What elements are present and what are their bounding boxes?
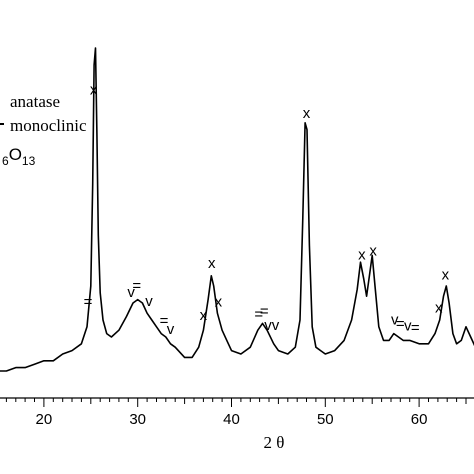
x-tick-label: 60 [411, 411, 428, 428]
x-axis: 20 30 40 50 60 [0, 397, 474, 428]
peak-marker: v [404, 317, 412, 334]
peak-marker: x [208, 255, 216, 272]
peak-marker: = [254, 306, 263, 323]
legend-entry-anatase: anatase [10, 92, 60, 111]
peak-marker: vv [264, 317, 280, 334]
peak-marker: v [167, 321, 175, 338]
legend-entry-formula: 6O13 [2, 145, 36, 168]
peak-marker: x [435, 300, 443, 317]
peak-marker: v [127, 284, 135, 301]
formula-subscript-13: 13 [22, 154, 36, 168]
peak-marker: x [215, 294, 223, 311]
legend-symbol-fragment [0, 123, 4, 125]
peak-marker: x [442, 266, 450, 283]
peak-marker: v [145, 293, 153, 310]
xrd-pattern-line-0 [0, 47, 474, 372]
x-axis-label: 2 θ [264, 433, 285, 452]
peak-marker: x [358, 247, 366, 264]
peak-marker: x [303, 105, 311, 122]
peak-marker: x [90, 82, 98, 99]
peak-marker: x [200, 307, 208, 324]
peak-marker: x [369, 243, 377, 260]
legend-entry-monoclinic: monoclinic [10, 116, 87, 135]
peak-marker: = [160, 313, 169, 330]
formula-oxygen: O [9, 145, 22, 164]
peak-marker: = [411, 319, 420, 336]
formula-subscript-6: 6 [2, 154, 9, 168]
peak-marker: v [391, 311, 399, 328]
x-tick-label: 50 [317, 411, 334, 428]
peak-marker: = [132, 277, 141, 294]
legend: anatase monoclinic 6O13 [0, 92, 87, 168]
x-tick-label: 20 [36, 411, 53, 428]
plot-area [0, 47, 474, 372]
x-tick-label: 30 [129, 411, 146, 428]
x-tick-label: 40 [223, 411, 240, 428]
peak-marker: = [396, 315, 405, 332]
peak-marker: = [260, 303, 269, 320]
peak-marker: = [84, 294, 93, 311]
